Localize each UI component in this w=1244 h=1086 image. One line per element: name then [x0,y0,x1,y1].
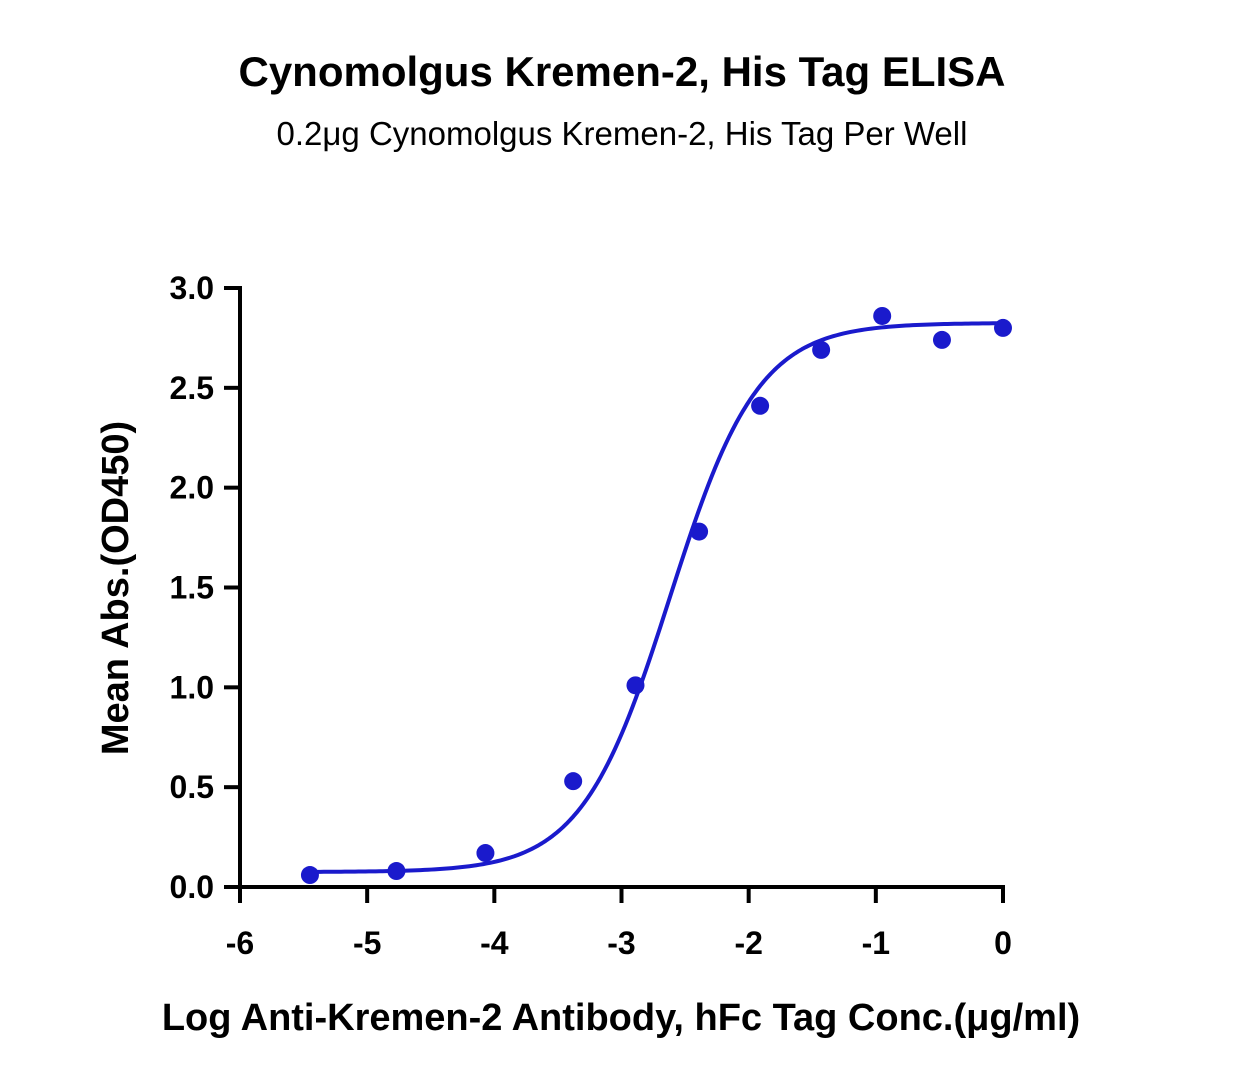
x-tick-label: -5 [353,925,381,961]
data-point [690,522,709,541]
data-point [873,306,892,325]
data-point [564,772,583,791]
x-axis-title: Log Anti-Kremen-2 Antibody, hFc Tag Conc… [162,997,1080,1039]
chart-subtitle: 0.2μg Cynomolgus Kremen-2, His Tag Per W… [276,115,968,152]
x-tick-label: -4 [480,925,509,961]
y-tick-label: 1.5 [170,570,214,606]
y-tick-label: 2.5 [170,370,214,406]
x-tick-label: 0 [994,925,1012,961]
data-point [994,318,1012,337]
y-tick-label: 0.0 [170,869,214,905]
y-tick-label: 0.5 [170,769,214,805]
y-tick-label: 2.0 [170,470,214,506]
data-point [751,396,770,415]
data-points-layer [300,306,1012,885]
x-tick-label: -3 [607,925,635,961]
data-point [932,330,951,349]
x-tick-label: -2 [734,925,762,961]
y-axis-title: Mean Abs.(OD450) [95,421,137,755]
data-point [626,676,645,695]
chart-title: Cynomolgus Kremen-2, His Tag ELISA [238,48,1006,95]
data-point [476,844,495,863]
fit-curve-layer [309,321,1004,874]
data-point [812,340,831,359]
x-tick-label: -1 [862,925,890,961]
y-tick-label: 1.0 [170,669,214,705]
fit-curve [309,321,1004,874]
data-point [387,862,406,881]
x-tick-label: -6 [226,925,254,961]
data-point [300,866,319,885]
y-tick-label: 3.0 [170,270,214,306]
axes: -6 -5 -4 -3 -2 -1 0 0.0 0.5 1.0 1.5 2.0 2.5 3.0 [170,270,1012,961]
